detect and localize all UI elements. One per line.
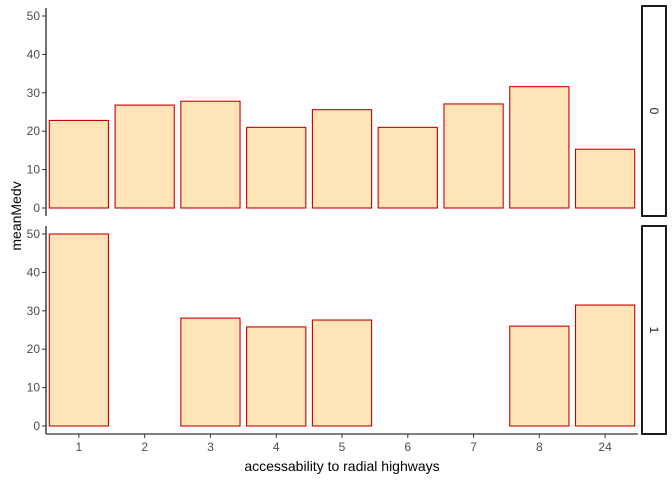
x-axis-title: accessability to radial highways xyxy=(244,458,439,474)
x-tick-label: 7 xyxy=(470,440,477,454)
bar-4 xyxy=(246,326,307,427)
panel-0: 0 10 20 30 40 50 0 xyxy=(27,5,667,217)
x-tick-label: 1 xyxy=(76,440,83,454)
bar-1 xyxy=(48,233,110,427)
y-tick-label: 10 xyxy=(27,163,41,177)
y-tick-label: 50 xyxy=(27,9,41,23)
bar-2 xyxy=(114,104,175,209)
bar-7 xyxy=(443,103,504,209)
bar-24 xyxy=(574,304,636,427)
y-tick-label: 30 xyxy=(27,304,41,318)
bar-5 xyxy=(311,109,373,209)
y-tick-label: 0 xyxy=(33,419,40,433)
y-tick-label: 40 xyxy=(27,265,41,279)
facet-strip xyxy=(641,225,667,435)
bar-4 xyxy=(246,126,307,209)
x-axis: 1 2 3 4 5 6 7 8 24 xyxy=(46,433,638,454)
y-tick-label: 10 xyxy=(27,381,41,395)
x-tick-label: 24 xyxy=(598,440,612,454)
y-tick-label: 40 xyxy=(27,47,41,61)
facet-strip xyxy=(641,5,667,217)
bar-1 xyxy=(48,119,110,209)
x-tick-label: 8 xyxy=(536,440,543,454)
facet-strip-label: 1 xyxy=(647,327,661,334)
x-tick-label: 4 xyxy=(273,440,280,454)
panel-1: 0 10 20 30 40 50 1 xyxy=(27,225,667,435)
y-tick-label: 20 xyxy=(27,124,41,138)
bar-5 xyxy=(311,319,373,427)
x-tick-label: 3 xyxy=(207,440,214,454)
bar-6 xyxy=(377,126,438,209)
x-tick-label: 2 xyxy=(141,440,148,454)
x-tick-label: 5 xyxy=(339,440,346,454)
bar-8 xyxy=(509,86,570,209)
y-tick-label: 20 xyxy=(27,342,41,356)
y-tick-label: 50 xyxy=(27,227,41,241)
bar-24 xyxy=(574,148,636,209)
facet-strip-label: 0 xyxy=(647,108,661,115)
y-tick-label: 30 xyxy=(27,86,41,100)
y-axis-title: meanMedv xyxy=(8,181,24,250)
bar-8 xyxy=(509,325,570,427)
bar-3 xyxy=(180,317,241,427)
x-tick-label: 6 xyxy=(404,440,411,454)
y-tick-label: 0 xyxy=(33,201,40,215)
panels-layer: 0 10 20 30 40 50 0 0 10 20 30 40 50 1 1 2 3 4 5 6 7 8 24 xyxy=(27,5,667,454)
bar-3 xyxy=(180,100,241,209)
